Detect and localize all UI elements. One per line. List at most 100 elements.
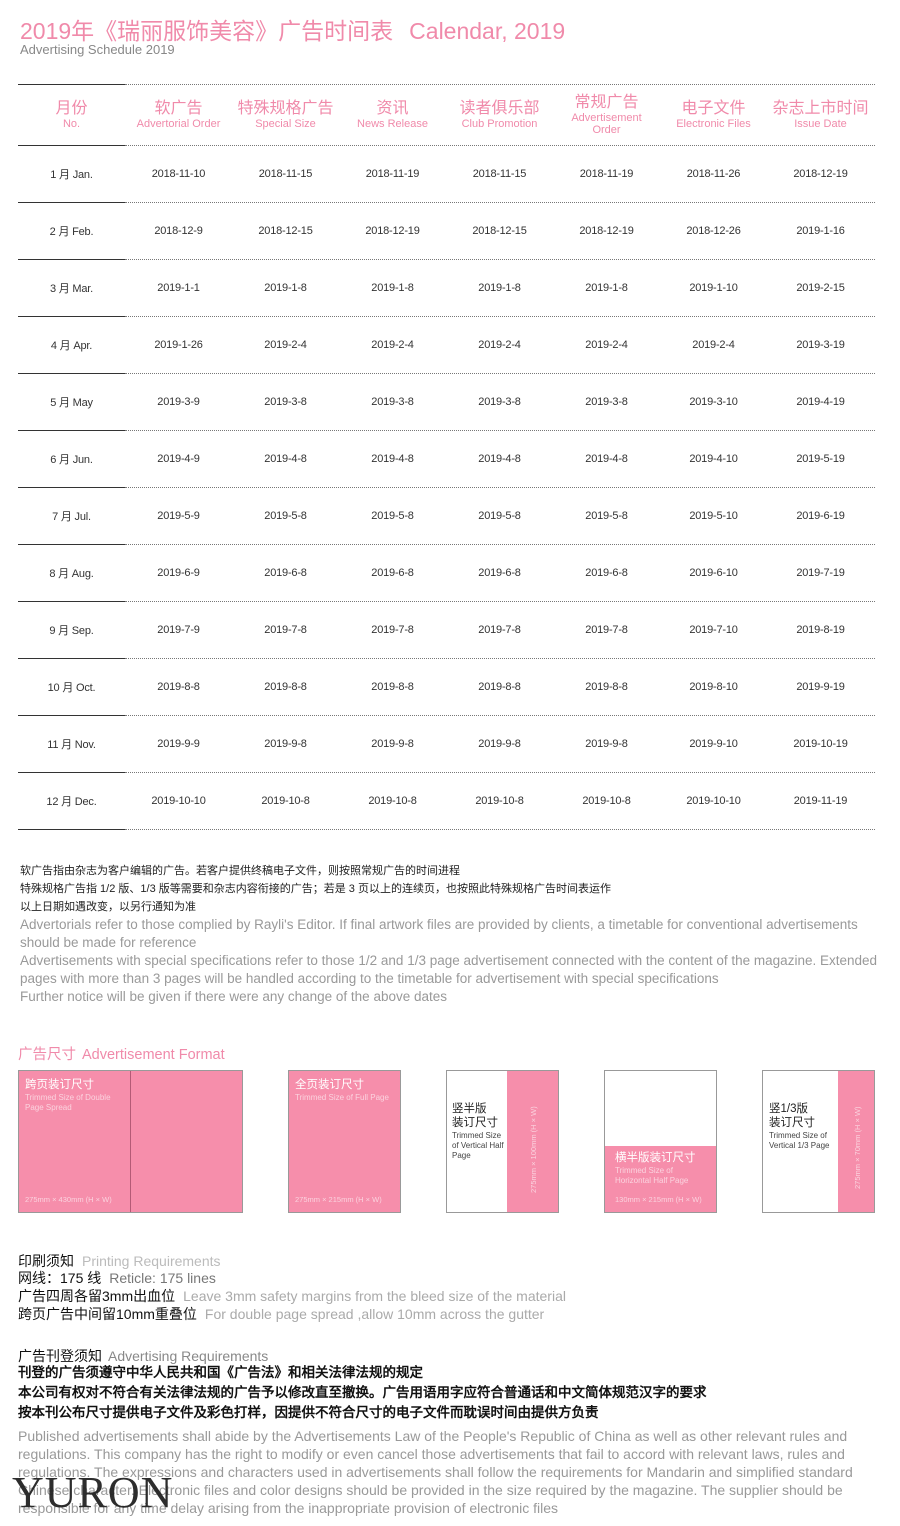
date-cell: 2019-8-8	[157, 680, 200, 693]
month-cell: 10 月 Oct.	[47, 681, 96, 694]
note-en-2: Advertisements with special specificatio…	[20, 953, 878, 986]
column-header-7: 杂志上市时间 Issue Date	[767, 84, 874, 145]
date-cell: 2018-12-19	[365, 224, 420, 237]
date-cell: 2019-2-15	[796, 281, 845, 294]
date-cell: 2019-5-8	[264, 509, 307, 522]
date-cell: 2019-9-10	[689, 737, 738, 750]
month-cell: 12 月 Dec.	[46, 795, 97, 808]
month-cell: 9 月 Sep.	[49, 624, 94, 637]
date-cell: 2019-4-8	[264, 452, 307, 465]
date-cell: 2019-1-8	[585, 281, 628, 294]
month-cell: 5 月 May	[50, 396, 93, 409]
title-en: Calendar, 2019	[409, 18, 566, 44]
date-cell: 2019-3-8	[371, 395, 414, 408]
format-vhalf-size: 275mm × 100mm (H × W)	[529, 1106, 538, 1193]
column-header-6: 电子文件 Electronic Files	[660, 84, 767, 145]
date-cell: 2019-6-8	[478, 566, 521, 579]
format-hhalf-zh: 横半版装订尺寸	[615, 1152, 696, 1164]
column-header-zh: 月份	[55, 99, 88, 117]
date-cell: 2019-1-8	[264, 281, 307, 294]
date-cell: 2019-1-26	[154, 338, 203, 351]
column-header-en: Electronic Files	[676, 117, 751, 130]
format-full-size: 275mm × 215mm (H × W)	[295, 1195, 382, 1204]
format-full-page: 全页装订尺寸 Trimmed Size of Full Page 275mm ×…	[288, 1070, 401, 1213]
column-header-zh: 特殊规格广告	[237, 99, 334, 117]
date-cell: 2019-7-19	[796, 566, 845, 579]
column-header-3: 资讯 News Release	[339, 84, 446, 145]
table-row: 9 月 Sep. 2019-7-9 2019-7-8 2019-7-8 2019-7-8…	[18, 601, 875, 658]
printing-line-1-zh: 网线：175 线	[18, 1270, 102, 1286]
advertising-zh-2: 本公司有权对不符合有关法律法规的广告予以修改直至撤换。广告用语用字应符合普通话和…	[18, 1385, 707, 1400]
table-row: 1 月 Jan. 2018-11-10 2018-11-15 2018-11-19 20…	[18, 145, 875, 202]
date-cell: 2019-2-4	[478, 338, 521, 351]
table-row: 4 月 Apr. 2019-1-26 2019-2-4 2019-2-4 2019-2-…	[18, 316, 875, 373]
date-cell: 2018-11-15	[258, 167, 313, 180]
date-cell: 2019-8-8	[264, 680, 307, 693]
date-cell: 2018-12-15	[472, 224, 527, 237]
month-cell: 8 月 Aug.	[49, 567, 94, 580]
date-cell: 2019-4-8	[478, 452, 521, 465]
date-cell: 2019-6-8	[371, 566, 414, 579]
title-zh: 2019年《瑞丽服饰美容》广告时间表	[20, 18, 394, 44]
date-cell: 2019-10-8	[368, 794, 417, 807]
date-cell: 2018-11-15	[472, 167, 527, 180]
date-cell: 2019-8-8	[371, 680, 414, 693]
printing-lines: 网线：175 线 Reticle: 175 lines 广告四周各留3mm出血位 L…	[18, 1269, 566, 1323]
month-cell: 11 月 Nov.	[47, 738, 96, 751]
date-cell: 2018-12-19	[579, 224, 634, 237]
date-cell: 2019-9-19	[796, 680, 845, 693]
column-header-zh: 资讯	[376, 99, 409, 117]
date-cell: 2019-9-9	[157, 737, 200, 750]
date-cell: 2018-12-19	[793, 167, 848, 180]
column-header-4: 读者俱乐部 Club Promotion	[446, 84, 553, 145]
date-cell: 2019-2-4	[371, 338, 414, 351]
date-cell: 2019-7-8	[371, 623, 414, 636]
printing-title: 印刷须知 Printing Requirements	[18, 1251, 221, 1271]
table-row: 12 月 Dec. 2019-10-10 2019-10-8 2019-10-8 201…	[18, 772, 875, 829]
date-cell: 2019-9-8	[371, 737, 414, 750]
month-cell: 1 月 Jan.	[50, 168, 93, 181]
note-zh-1: 软广告指由杂志为客户编辑的广告。若客户提供终稿电子文件，则按照常规广告的时间进程	[20, 865, 460, 877]
format-hhalf-en: Trimmed Size of Horizontal Half Page	[615, 1166, 689, 1185]
printing-line-2-en: Leave 3mm safety margins from the bleed …	[183, 1288, 566, 1304]
column-header-5: 常规广告 Advertisement Order	[553, 84, 660, 145]
date-cell: 2019-7-8	[264, 623, 307, 636]
date-cell: 2019-3-19	[796, 338, 845, 351]
date-cell: 2018-11-19	[579, 167, 634, 180]
column-header-zh: 软广告	[154, 99, 203, 117]
format-vhalf-en: Trimmed Size of Vertical Half Page	[452, 1131, 504, 1160]
note-zh-3: 以上日期如遇改变，以另行通知为准	[20, 901, 196, 913]
advertising-en: Published advertisements shall abide by …	[18, 1428, 853, 1516]
date-cell: 2019-5-8	[371, 509, 414, 522]
note-en-3: Further notice will be given if there we…	[20, 989, 448, 1004]
format-double-spread: 跨页装订尺寸 Trimmed Size of Double Page Sprea…	[18, 1070, 243, 1213]
format-vertical-third: 竖1/3版 装订尺寸 Trimmed Size of Vertical 1/3 …	[762, 1070, 875, 1213]
column-header-en: Advertisement Order	[571, 111, 642, 136]
date-cell: 2019-5-19	[796, 452, 845, 465]
date-cell: 2019-8-8	[585, 680, 628, 693]
format-double-size: 275mm × 430mm (H × W)	[25, 1195, 112, 1204]
date-cell: 2018-11-19	[365, 167, 420, 180]
table-row: 7 月 Jul. 2019-5-9 2019-5-8 2019-5-8 2019-5-8…	[18, 487, 875, 544]
printing-line-3-zh: 跨页广告中间留10mm重叠位	[18, 1306, 197, 1322]
column-header-en: News Release	[357, 117, 428, 130]
date-cell: 2019-6-19	[796, 509, 845, 522]
column-header-zh: 读者俱乐部	[459, 99, 540, 117]
column-header-zh: 常规广告	[574, 93, 639, 111]
date-cell: 2019-7-9	[157, 623, 200, 636]
date-cell: 2019-10-8	[261, 794, 310, 807]
advertising-zh-1: 刊登的广告须遵守中华人民共和国《广告法》和相关法律法规的规定	[18, 1365, 423, 1380]
date-cell: 2019-2-4	[692, 338, 735, 351]
date-cell: 2019-1-1	[157, 281, 200, 294]
date-cell: 2019-5-8	[478, 509, 521, 522]
format-full-zh: 全页装订尺寸	[295, 1079, 364, 1091]
date-cell: 2019-11-19	[793, 794, 848, 807]
table-row: 11 月 Nov. 2019-9-9 2019-9-8 2019-9-8 2019-9-…	[18, 715, 875, 772]
table-header-row: 月份 No. 软广告 Advertorial Order 特殊规格广告 Special S…	[18, 84, 875, 145]
column-header-1: 软广告 Advertorial Order	[125, 84, 232, 145]
table-row: 6 月 Jun. 2019-4-9 2019-4-8 2019-4-8 2019-4-8…	[18, 430, 875, 487]
date-cell: 2019-3-8	[478, 395, 521, 408]
date-cell: 2019-1-8	[371, 281, 414, 294]
format-double-zh: 跨页装订尺寸	[25, 1079, 94, 1091]
date-cell: 2018-12-15	[258, 224, 313, 237]
